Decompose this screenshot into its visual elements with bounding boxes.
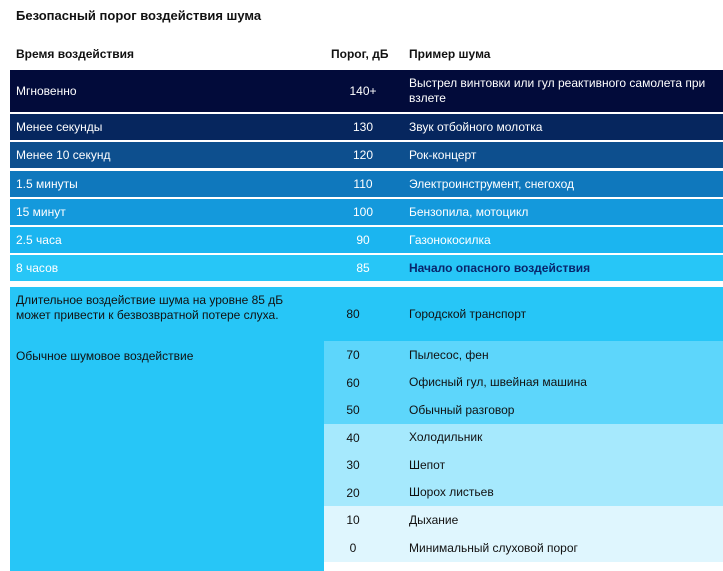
table-row: 40 Холодильник [324,424,723,451]
row-db: 10 [346,513,360,527]
row-example: Электроинструмент, снегоход [409,176,574,191]
row-example: Газонокосилка [409,232,491,247]
row-example: Пылесос, фен [409,347,489,362]
row-db: 120 [352,148,374,162]
table-row: 10 Дыхание [324,506,723,534]
row-example: Дыхание [409,512,459,527]
row-db: 70 [346,348,360,362]
row-example: Минимальный слуховой порог [409,540,578,555]
row-example-highlight: Начало опасного воздействия [409,260,591,275]
row-db: 30 [346,458,360,472]
row-db: 100 [352,205,374,219]
table-row: Менее секунды 130 Звук отбойного молотка [10,114,723,140]
row-db: 110 [353,177,373,191]
row-example: Шорох листьев [409,485,494,499]
row-example: Холодильник [409,430,483,444]
table-row: Менее 10 секунд 120 Рок-концерт [10,142,723,168]
row-db: 80 [346,307,360,321]
row-example: Городской транспорт [409,306,527,321]
table-row: 60 Офисный гул, швейная машина [324,369,723,396]
lower-left-panel: Длительное воздействие шума на уровне 85… [10,287,324,571]
table-row: 2.5 часа 90 Газонокосилка [10,227,723,253]
hearing-loss-note: Длительное воздействие шума на уровне 85… [16,293,284,322]
row-db: 85 [356,261,370,275]
row-db: 60 [346,375,360,390]
row-example: Рок-концерт [409,147,477,162]
row-time: 1.5 минуты [16,177,78,191]
row-db: 20 [346,485,360,500]
table-row: Мгновенно 140+ Выстрел винтовки или гул … [10,70,723,112]
row-example: Бензопила, мотоцикл [409,204,529,219]
row-example: Звук отбойного молотка [409,119,543,134]
table-row: 20 Шорох листьев [324,479,723,506]
row-db: 50 [346,403,360,417]
row-example: Выстрел винтовки или гул реактивного сам… [409,76,706,105]
table-row: 30 Шепот [324,451,723,479]
table-row: 70 Пылесос, фен [324,341,723,369]
table-row: 8 часов 85 Начало опасного воздействия [10,255,723,281]
header-time: Время воздействия [16,47,135,61]
table-row: 80 Городской транспорт [324,287,723,341]
row-example: Шепот [409,457,446,472]
row-time: Мгновенно [16,84,77,98]
row-example: Офисный гул, швейная машина [409,375,587,389]
row-time: Менее 10 секунд [16,148,111,162]
table-row: 0 Минимальный слуховой порог [324,534,723,562]
row-db: 90 [356,233,370,247]
row-time: 8 часов [16,261,59,275]
header-threshold: Порог, дБ [331,47,389,61]
normal-exposure-label: Обычное шумовое воздействие [16,349,194,363]
row-db: 130 [352,120,374,134]
row-time: Менее секунды [16,120,103,134]
row-time: 15 минут [16,205,66,219]
row-db: 140+ [349,84,377,98]
row-example: Обычный разговор [409,402,515,417]
row-time: 2.5 часа [16,233,62,247]
page-title: Безопасный порог воздействия шума [16,8,262,23]
row-db: 0 [349,541,357,555]
table-row: 50 Обычный разговор [324,396,723,424]
row-db: 40 [346,430,360,445]
header-example: Пример шума [409,47,491,61]
table-row: 1.5 минуты 110 Электроинструмент, снегох… [10,171,723,197]
table-row: 15 минут 100 Бензопила, мотоцикл [10,199,723,225]
